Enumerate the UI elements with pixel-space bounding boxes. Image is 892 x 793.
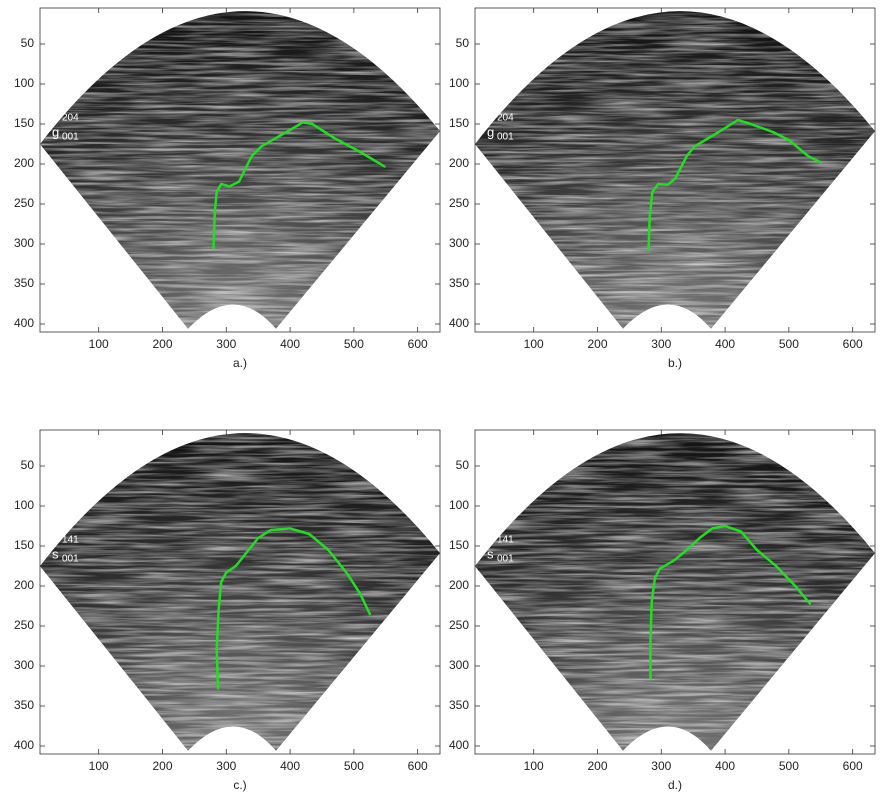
x-tick-label: 200 xyxy=(587,337,607,351)
panel: 100 200 300 400 500 600 50 100 150 200 250 300 350 40… xyxy=(14,7,441,370)
x-tick-label: 200 xyxy=(152,759,172,773)
y-tick-label: 400 xyxy=(14,316,34,330)
y-tick-label: 300 xyxy=(449,658,469,672)
overlay-number: 001 xyxy=(497,554,514,565)
x-tick-label: 200 xyxy=(152,337,172,351)
x-tick-label: 300 xyxy=(651,759,671,773)
y-tick-label: 100 xyxy=(14,76,34,90)
y-tick-label: 100 xyxy=(449,76,469,90)
y-tick-label: 400 xyxy=(14,738,34,752)
x-tick-label: 500 xyxy=(344,337,364,351)
y-tick-label: 250 xyxy=(14,196,34,210)
y-tick-label: 100 xyxy=(14,498,34,512)
overlay-number: 204 xyxy=(497,113,514,124)
y-tick-label: 200 xyxy=(449,578,469,592)
x-tick-label: 500 xyxy=(344,759,364,773)
y-tick-label: 200 xyxy=(449,156,469,170)
panel: 100 200 300 400 500 600 50 100 150 200 250 300 350 40… xyxy=(449,429,876,792)
contour-line xyxy=(649,524,812,680)
y-tick-label: 350 xyxy=(449,276,469,290)
panel: 100 200 300 400 500 600 50 100 150 200 250 300 350 40… xyxy=(449,7,876,370)
y-tick-label: 400 xyxy=(449,738,469,752)
panel-caption: d.) xyxy=(668,778,682,792)
y-tick-label: 300 xyxy=(14,236,34,250)
overlay-number: 001 xyxy=(497,132,514,143)
panel-caption: b.) xyxy=(668,356,682,370)
x-tick-label: 100 xyxy=(524,759,544,773)
y-tick-label: 150 xyxy=(449,116,469,130)
x-tick-label: 200 xyxy=(587,759,607,773)
x-tick-label: 300 xyxy=(651,337,671,351)
x-tick-label: 600 xyxy=(843,337,863,351)
x-tick-label: 500 xyxy=(779,337,799,351)
y-tick-label: 250 xyxy=(449,618,469,632)
x-tick-label: 400 xyxy=(715,337,735,351)
axes-box xyxy=(39,7,441,333)
contour-line xyxy=(215,527,372,690)
panel-caption: c.) xyxy=(233,778,246,792)
overlay-number: 001 xyxy=(62,554,79,565)
y-tick-label: 250 xyxy=(14,618,34,632)
overlay-number: 204 xyxy=(62,113,79,124)
x-tick-label: 500 xyxy=(779,759,799,773)
overlay-letter: g xyxy=(487,124,494,139)
y-tick-label: 150 xyxy=(449,538,469,552)
contour-line xyxy=(647,118,823,252)
x-tick-label: 300 xyxy=(216,337,236,351)
y-tick-label: 150 xyxy=(14,538,34,552)
x-tick-label: 400 xyxy=(715,759,735,773)
x-tick-label: 400 xyxy=(280,759,300,773)
contour-line xyxy=(212,121,386,250)
y-tick-label: 50 xyxy=(21,458,35,472)
y-tick-label: 400 xyxy=(449,316,469,330)
x-tick-label: 600 xyxy=(408,759,428,773)
overlay-letter: s xyxy=(52,546,59,561)
y-tick-label: 250 xyxy=(449,196,469,210)
x-tick-label: 600 xyxy=(843,759,863,773)
x-tick-label: 100 xyxy=(524,337,544,351)
x-tick-label: 300 xyxy=(216,759,236,773)
y-tick-label: 50 xyxy=(456,458,470,472)
overlay-letter: s xyxy=(487,546,494,561)
y-tick-label: 350 xyxy=(449,698,469,712)
axes-box xyxy=(474,7,876,333)
overlay-letter: g xyxy=(52,124,59,139)
panel-caption: a.) xyxy=(233,356,247,370)
y-tick-label: 100 xyxy=(449,498,469,512)
y-tick-label: 350 xyxy=(14,276,34,290)
x-tick-label: 100 xyxy=(89,337,109,351)
axes-box xyxy=(39,429,441,755)
y-tick-label: 300 xyxy=(14,658,34,672)
y-tick-label: 50 xyxy=(456,36,470,50)
y-tick-label: 200 xyxy=(14,578,34,592)
x-tick-label: 400 xyxy=(280,337,300,351)
y-tick-label: 350 xyxy=(14,698,34,712)
overlay-number: 141 xyxy=(497,535,514,546)
y-tick-label: 200 xyxy=(14,156,34,170)
x-tick-label: 600 xyxy=(408,337,428,351)
y-tick-label: 150 xyxy=(14,116,34,130)
y-tick-label: 300 xyxy=(449,236,469,250)
x-tick-label: 100 xyxy=(89,759,109,773)
overlay-number: 141 xyxy=(62,535,79,546)
axes-box xyxy=(474,429,876,755)
overlay-number: 001 xyxy=(62,132,79,143)
y-tick-label: 50 xyxy=(21,36,35,50)
panel: 100 200 300 400 500 600 50 100 150 200 250 300 350 40… xyxy=(14,429,441,792)
